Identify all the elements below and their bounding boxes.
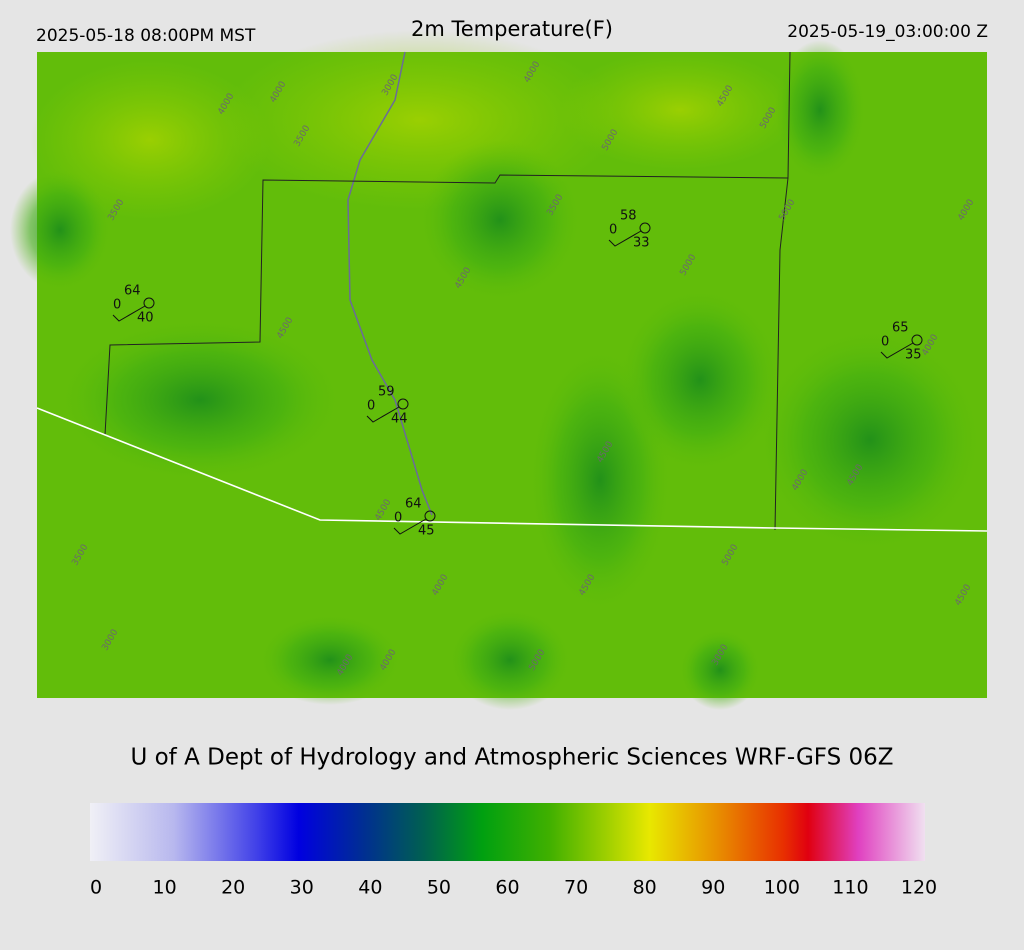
station-circle (424, 510, 436, 522)
dewpoint: 45 (418, 524, 435, 539)
wind: 0 (394, 511, 402, 526)
colorbar-tick-label: 90 (701, 877, 725, 899)
wind: 0 (367, 399, 375, 414)
dewpoint: 40 (137, 311, 154, 326)
wind-barb (366, 406, 400, 423)
station-circle (143, 297, 155, 309)
dewpoint: 44 (391, 412, 408, 427)
map (10, 30, 988, 710)
wind: 0 (881, 335, 889, 350)
station-circle (397, 398, 409, 410)
temperature: 58 (620, 209, 637, 224)
colorbar-tick-label: 120 (901, 877, 937, 899)
wind-barb (393, 518, 427, 535)
station-circle (639, 222, 651, 234)
colorbar-tick-label: 30 (290, 877, 314, 899)
colorbar-tick-label: 10 (152, 877, 176, 899)
dewpoint: 35 (905, 348, 922, 363)
colorbar-tick-label: 50 (427, 877, 451, 899)
temperature: 65 (892, 321, 909, 336)
valid-utc: 2025-05-19_03:00:00 Z (787, 22, 988, 42)
wind-barb (880, 342, 914, 359)
temperature: 59 (378, 385, 395, 400)
colorbar-tick-label: 110 (832, 877, 868, 899)
temperature: 64 (124, 284, 141, 299)
wind-barb (112, 305, 146, 322)
colorbar-tick-label: 0 (90, 877, 102, 899)
wind: 0 (113, 298, 121, 313)
credit: U of A Dept of Hydrology and Atmospheric… (130, 745, 893, 771)
colorbar-tick-label: 100 (764, 877, 800, 899)
station-circle (911, 334, 923, 346)
temperature: 64 (405, 497, 422, 512)
colorbar-tick-label: 20 (221, 877, 245, 899)
colorbar-tick-label: 60 (495, 877, 519, 899)
colorbar-tick-label: 80 (633, 877, 657, 899)
valid-local: 2025-05-18 08:00PM MST (36, 26, 256, 46)
wind: 0 (609, 223, 617, 238)
colorbar (90, 803, 925, 861)
wind-barb (608, 230, 642, 247)
dewpoint: 33 (633, 236, 650, 251)
colorbar-tick-label: 40 (358, 877, 382, 899)
colorbar-tick-label: 70 (564, 877, 588, 899)
